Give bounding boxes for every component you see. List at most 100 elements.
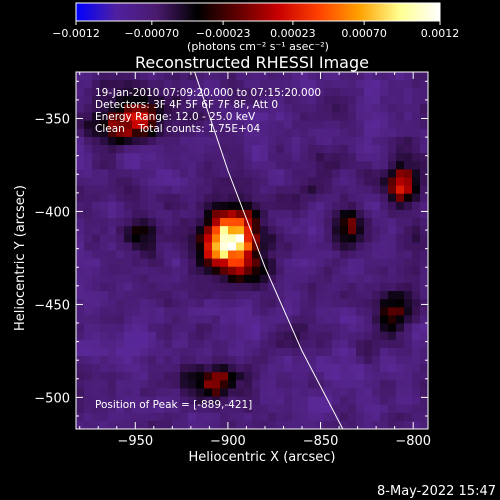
heatmap-cell bbox=[308, 291, 317, 300]
heatmap-cell bbox=[396, 347, 405, 357]
heatmap-cell bbox=[236, 96, 245, 106]
heatmap-cell bbox=[100, 128, 109, 138]
heatmap-cell bbox=[252, 153, 261, 162]
heatmap-cell bbox=[140, 388, 149, 398]
heatmap-cell bbox=[372, 266, 381, 276]
heatmap-cell bbox=[396, 201, 405, 211]
heatmap-cell bbox=[196, 299, 205, 308]
heatmap-cell bbox=[148, 104, 157, 114]
heatmap-cell bbox=[364, 420, 373, 429]
heatmap-cell bbox=[244, 396, 253, 406]
heatmap-cell bbox=[380, 88, 389, 97]
heatmap-cell bbox=[284, 177, 293, 187]
heatmap-cell bbox=[364, 250, 373, 260]
heatmap-cell bbox=[172, 364, 181, 373]
heatmap-cell bbox=[268, 331, 277, 341]
heatmap-cell bbox=[420, 396, 428, 406]
heatmap-cell bbox=[172, 120, 181, 130]
heatmap-cell bbox=[132, 291, 141, 300]
heatmap-cell bbox=[220, 234, 229, 243]
heatmap-cell bbox=[252, 234, 261, 243]
heatmap-cell bbox=[284, 88, 293, 97]
heatmap-cell bbox=[172, 209, 181, 219]
heatmap-cell bbox=[308, 169, 317, 179]
heatmap-cell bbox=[100, 136, 109, 146]
heatmap-cell bbox=[148, 250, 157, 260]
heatmap-cell bbox=[372, 282, 381, 292]
heatmap-cell bbox=[268, 282, 277, 292]
heatmap-cell bbox=[132, 153, 141, 162]
heatmap-cell bbox=[324, 331, 333, 341]
heatmap-cell bbox=[356, 404, 365, 414]
heatmap-cell bbox=[316, 347, 325, 357]
heatmap-cell bbox=[108, 315, 117, 325]
heatmap-cell bbox=[124, 274, 133, 284]
heatmap-cell bbox=[172, 258, 181, 268]
heatmap-cell bbox=[116, 209, 125, 219]
heatmap-cell bbox=[348, 218, 357, 227]
heatmap-cell bbox=[92, 161, 101, 170]
heatmap-cell bbox=[284, 299, 293, 308]
heatmap-cell bbox=[388, 355, 397, 365]
heatmap-cell bbox=[332, 420, 341, 429]
heatmap-cell bbox=[188, 282, 197, 292]
heatmap-cell bbox=[180, 266, 189, 276]
heatmap-cell bbox=[324, 88, 333, 97]
heatmap-cell bbox=[252, 250, 261, 260]
heatmap-cell bbox=[348, 96, 357, 106]
heatmap-cell bbox=[316, 96, 325, 106]
heatmap-cell bbox=[116, 388, 125, 398]
heatmap-cell bbox=[244, 347, 253, 357]
solar-limb-line bbox=[194, 72, 344, 429]
heatmap-cell bbox=[188, 177, 197, 187]
heatmap-cell bbox=[420, 347, 428, 357]
heatmap-cell bbox=[292, 323, 301, 333]
heatmap-cell bbox=[292, 347, 301, 357]
heatmap-cell bbox=[180, 153, 189, 162]
heatmap-cell bbox=[164, 120, 173, 130]
heatmap-cell bbox=[140, 177, 149, 187]
heatmap-cell bbox=[276, 80, 285, 89]
heatmap-cell bbox=[140, 404, 149, 414]
heatmap-cell bbox=[188, 120, 197, 130]
heatmap-cell bbox=[204, 355, 213, 365]
heatmap-cell bbox=[292, 242, 301, 252]
heatmap-cell bbox=[236, 282, 245, 292]
heatmap-cell bbox=[132, 177, 141, 187]
heatmap-cell bbox=[172, 218, 181, 227]
heatmap-cell bbox=[412, 388, 421, 398]
heatmap-cell bbox=[332, 355, 341, 365]
heatmap-cell bbox=[100, 274, 109, 284]
heatmap-cell bbox=[340, 396, 349, 406]
heatmap-cell bbox=[220, 388, 229, 398]
heatmap-cell bbox=[212, 104, 221, 114]
heatmap-cell bbox=[276, 185, 285, 195]
heatmap-cell bbox=[124, 80, 133, 89]
heatmap-cell bbox=[340, 323, 349, 333]
heatmap-cell bbox=[180, 72, 189, 81]
heatmap-cell bbox=[356, 218, 365, 227]
heatmap-cell bbox=[404, 364, 413, 373]
heatmap-cell bbox=[188, 404, 197, 414]
heatmap-cell bbox=[356, 258, 365, 268]
heatmap-cell bbox=[292, 72, 301, 81]
heatmap-cell bbox=[372, 242, 381, 252]
heatmap-cell bbox=[324, 218, 333, 227]
heatmap-cell bbox=[268, 153, 277, 162]
heatmap-cell bbox=[404, 226, 413, 235]
heatmap-cell bbox=[324, 72, 333, 81]
heatmap-cell bbox=[420, 153, 428, 162]
heatmap-cell bbox=[412, 209, 421, 219]
heatmap-cell bbox=[212, 234, 221, 243]
heatmap-cell bbox=[212, 88, 221, 97]
heatmap-cell bbox=[364, 372, 373, 381]
heatmap-cell bbox=[276, 104, 285, 114]
heatmap-cell bbox=[196, 218, 205, 227]
heatmap-cell bbox=[412, 347, 421, 357]
heatmap-cell bbox=[244, 136, 253, 146]
heatmap-cell bbox=[292, 88, 301, 97]
annotation-energy-range: Energy Range: 12.0 - 25.0 keV bbox=[95, 111, 256, 123]
heatmap-cell bbox=[220, 161, 229, 170]
heatmap-cell bbox=[164, 112, 173, 122]
heatmap-cell bbox=[116, 193, 125, 203]
